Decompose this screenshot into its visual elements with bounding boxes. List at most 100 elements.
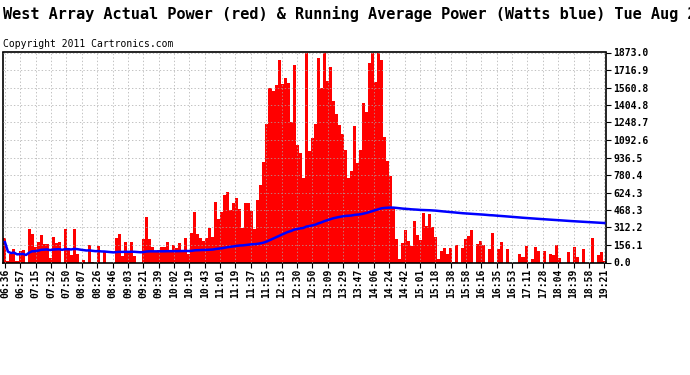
Bar [163, 247, 166, 262]
Bar [464, 239, 467, 262]
Bar [241, 228, 244, 262]
Bar [437, 260, 440, 262]
Bar [284, 78, 286, 262]
Bar [166, 242, 169, 262]
Bar [317, 58, 319, 262]
Bar [518, 254, 522, 262]
Bar [208, 228, 211, 262]
Bar [428, 214, 431, 262]
Bar [72, 229, 76, 262]
Bar [259, 185, 262, 262]
Bar [308, 151, 310, 262]
Bar [558, 258, 561, 262]
Bar [491, 233, 494, 262]
Bar [392, 207, 395, 262]
Bar [542, 251, 546, 262]
Bar [127, 252, 130, 262]
Bar [383, 136, 386, 262]
Bar [266, 124, 268, 262]
Bar [422, 213, 425, 262]
Bar [257, 200, 259, 262]
Bar [34, 247, 37, 262]
Bar [12, 249, 15, 262]
Bar [199, 238, 202, 262]
Bar [374, 82, 377, 262]
Text: West Array Actual Power (red) & Running Average Power (Watts blue) Tue Aug 23 19: West Array Actual Power (red) & Running … [3, 6, 690, 22]
Bar [440, 251, 443, 262]
Bar [455, 245, 458, 262]
Bar [371, 53, 374, 262]
Bar [506, 249, 509, 262]
Bar [133, 256, 136, 262]
Bar [215, 202, 217, 262]
Bar [407, 241, 410, 262]
Bar [305, 53, 308, 262]
Bar [295, 146, 299, 262]
Bar [573, 248, 575, 262]
Bar [250, 211, 253, 262]
Bar [178, 243, 181, 262]
Bar [211, 237, 215, 262]
Bar [431, 227, 434, 262]
Bar [281, 84, 284, 262]
Bar [446, 254, 449, 262]
Bar [434, 237, 437, 262]
Bar [302, 178, 304, 262]
Bar [226, 192, 229, 262]
Bar [253, 229, 257, 262]
Bar [356, 163, 359, 262]
Bar [467, 236, 471, 262]
Bar [575, 257, 579, 262]
Bar [30, 234, 34, 262]
Bar [275, 84, 277, 262]
Bar [326, 81, 328, 262]
Bar [353, 126, 356, 262]
Bar [524, 246, 528, 262]
Bar [600, 252, 603, 262]
Bar [160, 247, 163, 262]
Bar [497, 249, 500, 262]
Bar [365, 112, 368, 262]
Bar [37, 242, 39, 262]
Bar [172, 244, 175, 262]
Text: Copyright 2011 Cartronics.com: Copyright 2011 Cartronics.com [3, 39, 174, 50]
Bar [341, 134, 344, 262]
Bar [52, 237, 55, 262]
Bar [359, 150, 362, 262]
Bar [293, 65, 295, 262]
Bar [551, 255, 555, 262]
Bar [410, 246, 413, 262]
Bar [344, 150, 347, 262]
Bar [184, 238, 187, 262]
Bar [401, 243, 404, 262]
Bar [461, 248, 464, 262]
Bar [377, 53, 380, 262]
Bar [70, 255, 72, 262]
Bar [262, 162, 266, 262]
Bar [471, 230, 473, 262]
Bar [130, 242, 133, 262]
Bar [338, 124, 341, 262]
Bar [398, 259, 401, 262]
Bar [582, 249, 584, 262]
Bar [19, 251, 21, 262]
Bar [591, 238, 594, 262]
Bar [482, 245, 485, 262]
Bar [310, 138, 314, 262]
Bar [39, 235, 43, 262]
Bar [386, 160, 389, 262]
Bar [181, 251, 184, 262]
Bar [248, 202, 250, 262]
Bar [121, 256, 124, 262]
Bar [28, 229, 30, 262]
Bar [350, 171, 353, 262]
Bar [67, 248, 70, 262]
Bar [48, 258, 52, 262]
Bar [124, 242, 127, 262]
Bar [233, 203, 235, 262]
Bar [238, 209, 242, 262]
Bar [286, 83, 290, 262]
Bar [157, 249, 160, 262]
Bar [220, 212, 224, 262]
Bar [81, 260, 85, 262]
